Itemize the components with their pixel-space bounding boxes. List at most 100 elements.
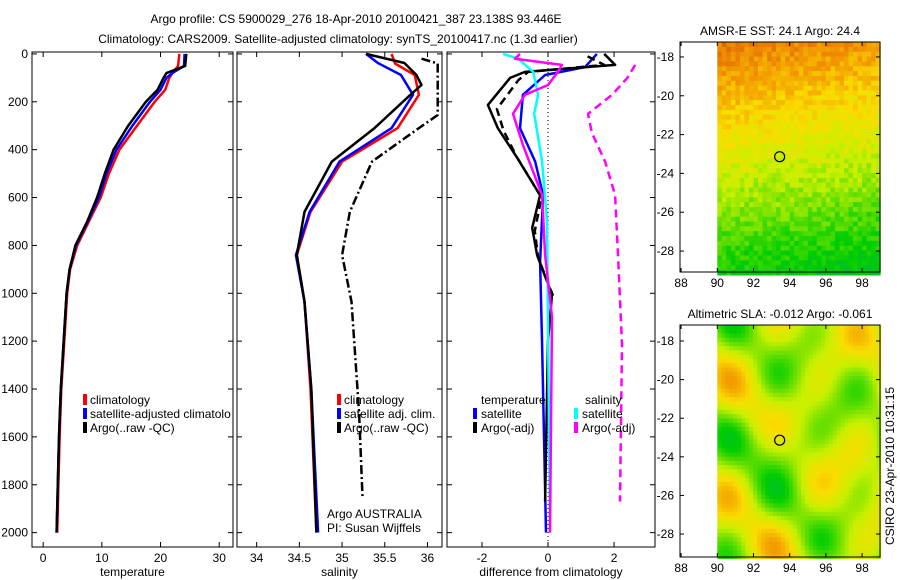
sla-cell xyxy=(796,482,802,487)
sst-cell xyxy=(780,71,786,77)
sla-cell xyxy=(753,503,758,508)
sla-cell xyxy=(828,520,834,525)
sst-cell xyxy=(726,66,732,72)
sla-cell xyxy=(733,363,738,368)
sst-cell xyxy=(785,153,791,159)
sst-cell xyxy=(730,95,736,101)
sla-cell xyxy=(856,350,862,356)
sst-cell xyxy=(830,109,836,116)
sst-cell xyxy=(825,177,831,184)
sla-cell xyxy=(769,439,774,445)
sst-cell xyxy=(803,182,809,189)
sst-cell xyxy=(866,202,872,208)
sla-cell xyxy=(733,435,738,441)
sla-cell xyxy=(836,333,842,339)
sla-cell xyxy=(828,541,834,547)
sst-cell xyxy=(762,139,768,145)
sla-cell xyxy=(844,507,850,513)
sla-cell xyxy=(773,503,778,508)
sla-cell xyxy=(796,363,802,368)
sla-cell xyxy=(769,533,774,538)
sla-cell xyxy=(832,337,838,343)
sla-cell xyxy=(789,422,794,428)
sla-cell xyxy=(820,452,826,458)
sla-cell xyxy=(872,541,878,547)
sst-cell xyxy=(721,100,727,106)
sla-cell xyxy=(796,511,802,517)
sst-cell xyxy=(839,66,845,72)
sla-cell xyxy=(832,516,838,521)
sst-cell xyxy=(794,207,800,213)
sla-cell xyxy=(796,354,802,360)
sla-cell xyxy=(792,520,798,525)
sla-cell xyxy=(816,397,822,402)
sla-cell xyxy=(824,448,830,453)
sla-cell xyxy=(717,405,722,411)
sst-cell xyxy=(749,240,754,247)
sla-cell xyxy=(820,499,826,504)
sst-cell xyxy=(839,124,845,130)
sst-cell xyxy=(816,158,822,164)
sst-cell xyxy=(767,236,773,242)
sla-cell xyxy=(749,452,754,458)
sst-cell xyxy=(825,207,831,213)
sla-cell xyxy=(804,494,810,500)
sst-cell xyxy=(853,80,858,87)
sla-cell xyxy=(721,422,726,428)
sla-cell xyxy=(848,473,854,479)
sla-cell xyxy=(792,346,798,351)
sla-cell xyxy=(816,414,822,419)
sla-cell xyxy=(725,371,730,377)
sla-cell xyxy=(717,533,722,538)
sla-cell xyxy=(729,405,734,411)
sla-cell xyxy=(852,486,858,492)
sla-cell xyxy=(808,477,814,483)
sst-cell xyxy=(821,173,827,179)
sst-cell xyxy=(807,114,813,121)
sst-cell xyxy=(726,109,732,116)
sla-cell xyxy=(785,448,790,453)
sla-cell xyxy=(761,490,766,496)
x-tick-label: 30 xyxy=(213,551,227,565)
sla-cell xyxy=(765,456,770,462)
sst-cell xyxy=(825,216,831,223)
sst-cell xyxy=(749,76,754,82)
sst-cell xyxy=(744,119,750,125)
sst-cell xyxy=(762,148,768,155)
sla-cell xyxy=(721,325,726,330)
sla-cell xyxy=(757,354,762,360)
sst-cell xyxy=(721,236,727,242)
sst-cell xyxy=(816,226,822,232)
sst-cell xyxy=(780,61,786,67)
sla-cell xyxy=(816,371,822,377)
sla-cell xyxy=(796,401,802,407)
sla-cell xyxy=(785,503,790,508)
sst-cell xyxy=(771,182,777,189)
sla-cell xyxy=(864,473,870,479)
sst-cell xyxy=(853,134,858,140)
sst-cell xyxy=(771,168,777,174)
sla-cell xyxy=(812,414,818,419)
sla-cell xyxy=(796,520,802,525)
sla-cell xyxy=(737,384,742,390)
sst-cell xyxy=(871,236,877,242)
sst-cell xyxy=(744,211,750,218)
sst-cell xyxy=(735,51,741,58)
sla-cell xyxy=(820,443,826,449)
sla-cell xyxy=(773,422,778,428)
sst-cell xyxy=(857,255,863,261)
sst-cell xyxy=(739,250,745,256)
sst-cell xyxy=(726,250,732,256)
sst-cell xyxy=(871,211,877,218)
sla-cell xyxy=(773,482,778,487)
sla-cell xyxy=(856,329,862,334)
sst-cell xyxy=(812,211,818,218)
sst-cell xyxy=(762,51,768,58)
sla-cell xyxy=(848,443,854,449)
sla-cell xyxy=(796,469,802,475)
sst-cell xyxy=(721,51,727,58)
sla-cell xyxy=(729,342,734,347)
sla-cell xyxy=(860,486,866,492)
sla-cell xyxy=(796,376,802,381)
sst-cell xyxy=(825,158,831,164)
